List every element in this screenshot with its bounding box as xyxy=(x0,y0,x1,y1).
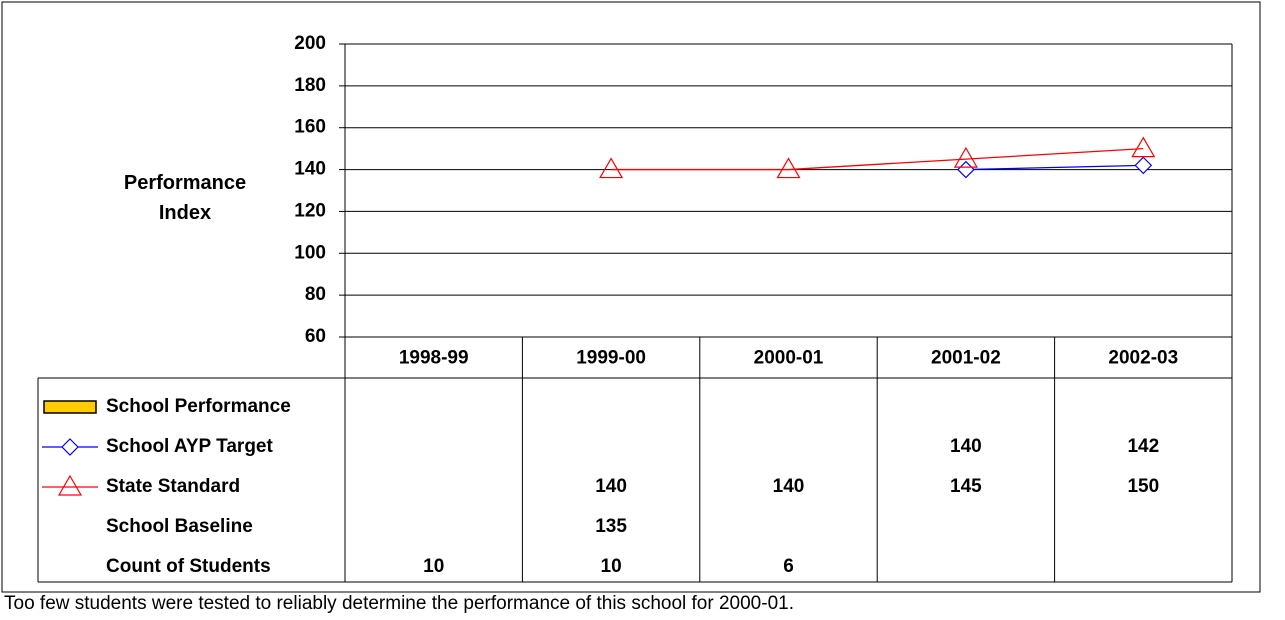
y-tick-label: 120 xyxy=(294,200,326,221)
table-value: 10 xyxy=(601,556,622,577)
x-tick-label: 1998-99 xyxy=(399,348,469,369)
y-tick-label: 60 xyxy=(305,326,326,347)
marker xyxy=(1134,156,1153,175)
legend-label: School AYP Target xyxy=(106,436,273,457)
series-line xyxy=(611,147,1144,171)
series-line xyxy=(965,164,1144,171)
legend-label: School Performance xyxy=(106,396,291,417)
y-tick-label: 200 xyxy=(294,33,326,54)
table-value: 140 xyxy=(950,436,982,457)
footnote: Too few students were tested to reliably… xyxy=(4,593,794,614)
y-tick-label: 140 xyxy=(294,159,326,180)
table-value: 135 xyxy=(595,516,627,537)
y-tick-label: 80 xyxy=(305,284,326,305)
legend-label: Count of Students xyxy=(106,556,271,577)
marker xyxy=(953,146,978,168)
legend-label: School Baseline xyxy=(106,516,253,537)
y-tick-label: 180 xyxy=(294,75,326,96)
table-value: 140 xyxy=(595,476,627,497)
table-value: 145 xyxy=(950,476,982,497)
marker xyxy=(957,160,975,179)
x-tick-label: 2000-01 xyxy=(754,348,824,369)
chart-border xyxy=(1,1,1261,593)
marker xyxy=(61,438,79,456)
x-tick-label: 2001-02 xyxy=(931,348,1001,369)
marker xyxy=(776,157,801,179)
y-axis-title: Performance Index xyxy=(123,172,247,224)
marker xyxy=(57,474,83,496)
marker xyxy=(1131,136,1156,158)
table-value: 142 xyxy=(1127,436,1159,457)
legend-key xyxy=(43,400,97,414)
legend-label: State Standard xyxy=(106,476,240,497)
x-tick-label: 2002-03 xyxy=(1108,348,1178,369)
x-tick-label: 1999-00 xyxy=(576,348,646,369)
marker xyxy=(599,157,624,179)
y-tick-label: 160 xyxy=(294,117,326,138)
y-tick-label: 100 xyxy=(294,242,326,263)
table-value: 10 xyxy=(423,556,444,577)
table-value: 150 xyxy=(1127,476,1159,497)
table-value: 6 xyxy=(783,556,794,577)
table-value: 140 xyxy=(773,476,805,497)
